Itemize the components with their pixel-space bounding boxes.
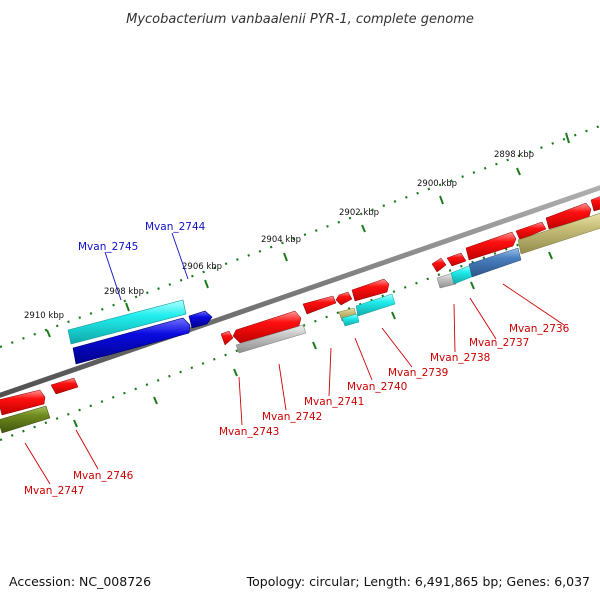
major-tick-2910 <box>46 329 51 338</box>
gene-feature-red-right-edge[interactable] <box>590 195 600 212</box>
inner-major-tick-3 <box>391 311 396 320</box>
gene-label-mvan-2743[interactable]: Mvan_2743 <box>219 426 279 438</box>
gene-feature-mvan-2746-upper[interactable] <box>50 377 79 395</box>
inner-major-tick-7 <box>73 419 78 428</box>
leader-mvan-2739 <box>381 327 413 368</box>
leader-mvan-2743 <box>238 376 243 426</box>
tick-label-2904: 2904 kbp <box>261 235 301 245</box>
reverse-strand-features <box>0 212 600 434</box>
major-tick-2908 <box>125 302 130 312</box>
inner-major-tick-4 <box>312 341 317 350</box>
tick-label-2900: 2900 kbp <box>417 179 457 189</box>
gene-feature-mvan-2736-upper[interactable] <box>515 221 547 241</box>
inner-major-tick-1 <box>548 251 553 260</box>
accession-text: Accession: NC_008726 <box>9 574 151 589</box>
gene-label-mvan-2740[interactable]: Mvan_2740 <box>347 381 407 393</box>
gene-feature-mvan-2737-upper[interactable] <box>465 231 517 261</box>
major-tick-2898 <box>565 132 570 144</box>
inner-major-tick-2 <box>470 281 475 290</box>
gene-feature-mvan-2745-cds[interactable] <box>72 317 191 365</box>
gene-feature-mvan-2745[interactable] <box>67 299 187 345</box>
genome-backbone <box>0 185 600 398</box>
gene-feature-red-small-1[interactable] <box>220 330 234 346</box>
leader-mvan-2737 <box>469 297 497 340</box>
gene-label-mvan-2746[interactable]: Mvan_2746 <box>73 470 134 482</box>
leader-mvan-2738 <box>453 303 456 353</box>
map-title: Mycobacterium vanbaalenii PYR-1, complet… <box>126 12 474 27</box>
forward-strand-features <box>0 195 600 416</box>
gene-label-mvan-2738[interactable]: Mvan_2738 <box>430 352 490 364</box>
major-tick-2904 <box>283 252 288 262</box>
gene-label-mvan-2741[interactable]: Mvan_2741 <box>304 396 364 408</box>
gene-feature-mvan-2747-upper[interactable] <box>0 389 46 416</box>
gene-feature-mvan-2741-upper[interactable] <box>302 295 337 315</box>
gene-label-mvan-2742[interactable]: Mvan_2742 <box>262 411 322 423</box>
gene-feature-red-small-3[interactable] <box>431 257 447 273</box>
tick-label-2906: 2906 kbp <box>182 262 222 272</box>
tick-label-2898: 2898 kbp <box>494 150 534 160</box>
outer-tick-track <box>0 124 600 349</box>
gene-label-mvan-2737[interactable]: Mvan_2737 <box>469 337 529 349</box>
gene-feature-red-small-2[interactable] <box>335 291 353 306</box>
gene-label-mvan-2744[interactable]: Mvan_2744 <box>145 221 206 233</box>
leader-mvan-2741 <box>328 347 332 397</box>
gene-feature-mvan-2740[interactable] <box>341 313 360 327</box>
inner-major-tick-5 <box>233 368 238 377</box>
gene-feature-mvan-2744[interactable] <box>188 310 213 329</box>
inner-major-tick-6 <box>153 396 158 405</box>
gene-feature-mvan-2747-lower[interactable] <box>0 405 51 434</box>
topology-text: Topology: circular; Length: 6,491,865 bp… <box>246 574 590 589</box>
gene-feature-mvan-2738-lower[interactable] <box>436 272 457 289</box>
gene-label-mvan-2736[interactable]: Mvan_2736 <box>509 323 570 335</box>
leader-mvan-2742 <box>278 363 287 411</box>
gene-feature-mvan-2739-lower[interactable] <box>355 293 396 317</box>
leader-mvan-2745 <box>104 251 122 301</box>
leader-mvan-2736 <box>502 283 565 326</box>
major-tick-2906 <box>204 279 209 289</box>
gene-feature-red-right-1[interactable] <box>545 202 592 230</box>
gene-feature-mvan-2736-lower[interactable] <box>468 247 522 278</box>
leader-mvan-2740 <box>354 337 373 381</box>
gene-feature-mvan-2739-upper[interactable] <box>351 278 390 302</box>
leader-mvan-2744 <box>171 232 189 280</box>
gene-label-mvan-2747[interactable]: Mvan_2747 <box>24 485 84 497</box>
gene-feature-mvan-2742-lower[interactable] <box>235 324 307 354</box>
tick-label-2910: 2910 kbp <box>24 311 64 321</box>
gene-feature-khaki-right[interactable] <box>517 212 600 255</box>
tick-label-2902: 2902 kbp <box>339 208 379 218</box>
major-tick-2902 <box>361 224 366 233</box>
major-tick-2900b <box>439 195 444 205</box>
leader-mvan-2746 <box>75 429 99 470</box>
gene-feature-mvan-2738-upper[interactable] <box>446 252 467 267</box>
tick-label-2908: 2908 kbp <box>104 287 144 297</box>
inner-tick-track <box>0 212 600 442</box>
leader-lines <box>24 232 565 485</box>
gene-label-mvan-2745[interactable]: Mvan_2745 <box>78 241 138 253</box>
leader-mvan-2747 <box>24 442 51 485</box>
gene-label-mvan-2739[interactable]: Mvan_2739 <box>388 367 448 379</box>
major-tick-2900 <box>516 167 521 176</box>
